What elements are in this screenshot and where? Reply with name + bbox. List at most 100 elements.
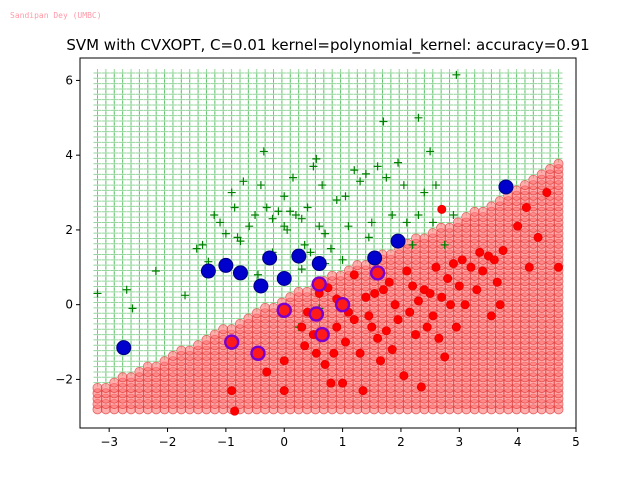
negative-region-marker [193,340,204,351]
positive-class-point [280,192,289,201]
positive-region-marker [470,68,479,77]
negative-region-marker [109,377,120,388]
negative-class-point [524,262,534,272]
positive-region-marker [118,68,127,77]
positive-class-point [286,207,295,216]
negative-region-marker [151,361,162,372]
support-vector-positive [291,248,307,264]
negative-class-point [320,359,330,369]
positive-class-point [198,240,207,249]
positive-class-point [128,304,137,313]
negative-class-point [486,311,496,321]
positive-class-point [256,181,265,190]
negative-region-marker [486,201,497,212]
negative-class-point [446,300,456,310]
negative-class-point [443,274,453,284]
negative-class-point [533,232,543,242]
support-vector-positive [253,278,269,294]
negative-class-point [454,281,464,291]
negative-class-point [451,322,461,332]
positive-region-marker [512,68,521,77]
positive-class-point [373,162,382,171]
positive-region-marker [529,68,538,77]
negative-class-point [437,204,447,214]
positive-region-marker [277,68,286,77]
positive-class-point [312,154,321,163]
x-tick-label: 4 [514,435,522,449]
positive-region-marker [101,68,110,77]
y-tick-label: 6 [65,73,73,87]
negative-class-point [428,311,438,321]
negative-class-point [513,221,523,231]
positive-class-point [341,192,350,201]
negative-region-marker [335,270,346,281]
negative-region-marker [117,372,128,383]
negative-region-marker [519,180,530,191]
positive-class-point [315,222,324,231]
negative-region-marker [444,222,455,233]
negative-class-point [437,292,447,302]
positive-region-marker [227,68,236,77]
negative-class-point [341,337,351,347]
negative-class-point [384,277,394,287]
negative-class-point [358,386,368,396]
positive-class-point [420,188,429,197]
positive-class-point [414,210,423,219]
positive-region-marker [160,68,169,77]
positive-class-point [429,218,438,227]
positive-region-marker [386,68,395,77]
negative-class-point [311,348,321,358]
positive-region-marker [546,68,555,77]
support-vector-positive [498,179,514,195]
negative-class-point [361,292,371,302]
positive-region-marker [135,68,144,77]
positive-class-point [449,210,458,219]
negative-region-marker [142,361,153,372]
positive-region-marker [252,68,261,77]
watermark: Sandipan Dey (UMBC) [10,11,102,20]
positive-class-point [303,203,312,212]
x-tick-label: −2 [159,435,177,449]
positive-region-marker [294,68,303,77]
negative-class-point [466,262,476,272]
negative-class-point [472,285,482,295]
positive-class-point [253,270,262,279]
negative-class-point [227,386,237,396]
support-vector-negative [369,265,386,281]
negative-class-point [416,382,426,392]
positive-region-marker [194,68,203,77]
positive-class-point [326,244,335,253]
positive-region-marker [319,68,328,77]
negative-region-marker [436,222,447,233]
positive-region-marker [152,68,161,77]
negative-class-point [279,386,289,396]
negative-class-point [448,259,458,269]
positive-region-marker [177,68,186,77]
positive-class-point [251,210,260,219]
positive-region-marker [378,68,387,77]
positive-region-marker [537,68,546,77]
negative-class-point [364,311,374,321]
negative-region-marker [126,372,137,383]
support-vector-positive [116,340,132,356]
positive-region-marker [261,68,270,77]
support-vector-negative [314,326,330,343]
positive-class-point [297,265,306,274]
positive-class-point [210,210,219,219]
negative-region-marker [461,212,472,223]
positive-region-marker [487,68,496,77]
x-axis-ticks: −3 −2 −1 0 1 2 3 4 5 [100,428,580,449]
x-tick-label: −1 [217,435,235,449]
positive-region-marker [445,68,454,77]
support-vector-negative [276,302,292,318]
positive-class-point [367,218,376,227]
negative-class-point [370,288,380,298]
positive-class-point [382,173,391,182]
positive-region-marker [554,68,563,77]
positive-region-marker [361,68,370,77]
positive-class-point [361,169,370,178]
positive-class-point [309,162,318,171]
negative-class-point [521,202,531,212]
support-vectors [116,179,514,361]
y-tick-label: 0 [65,298,73,312]
